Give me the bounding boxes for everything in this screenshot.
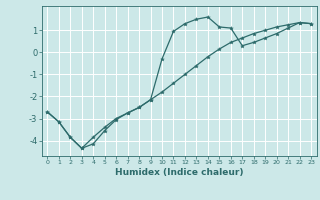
X-axis label: Humidex (Indice chaleur): Humidex (Indice chaleur) [115, 168, 244, 177]
